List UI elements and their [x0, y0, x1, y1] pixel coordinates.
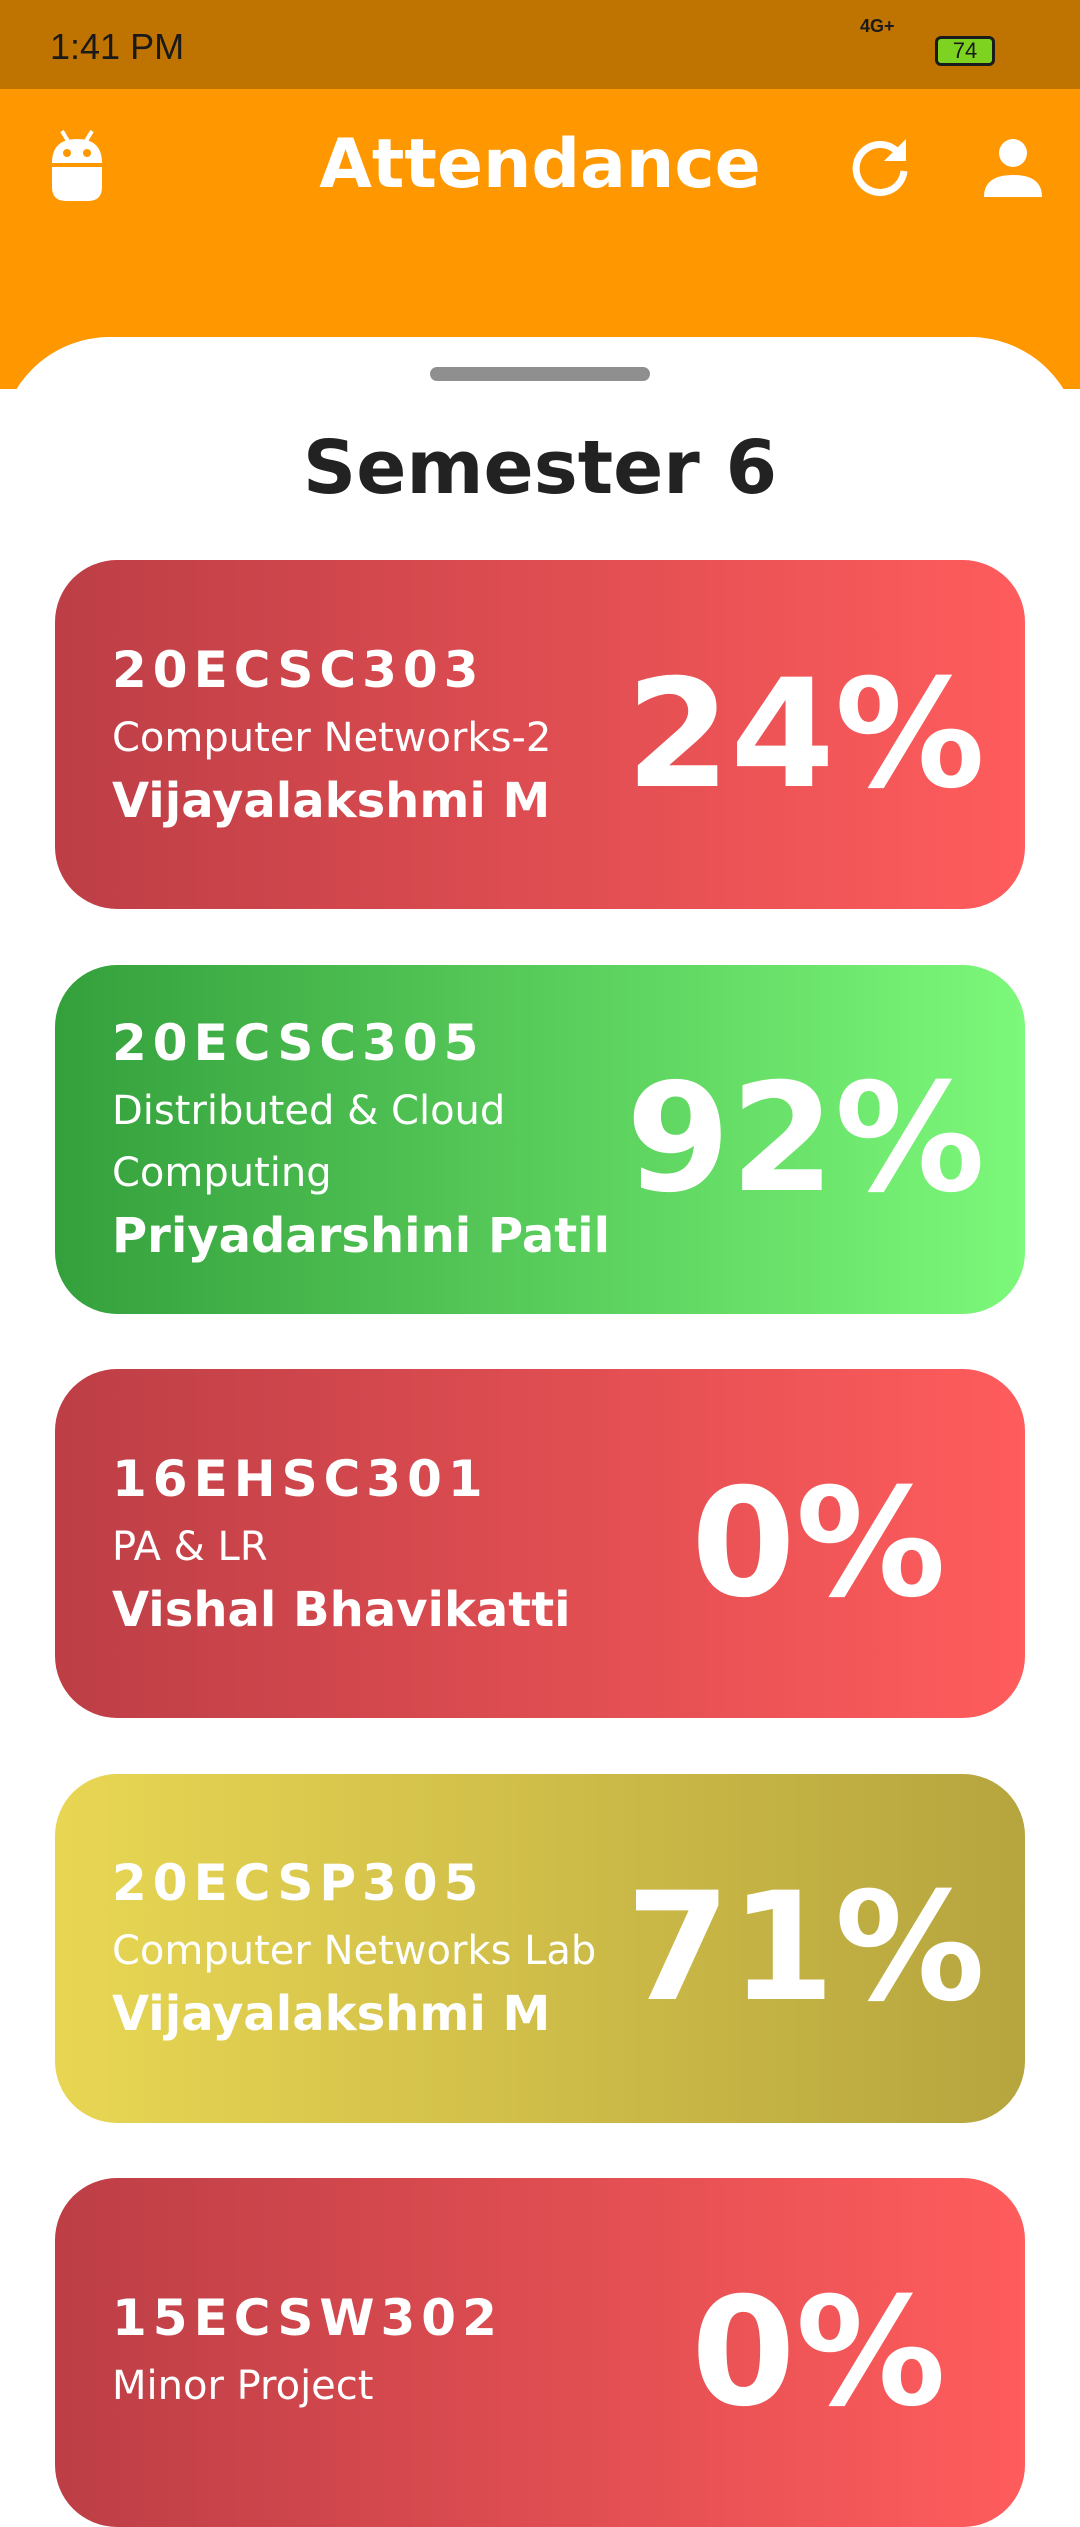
course-info: 15ECSW302 Minor Project [112, 2289, 652, 2417]
battery: 74 [935, 36, 995, 66]
faculty-name: Vishal Bhavikatti [112, 1581, 571, 1638]
course-name: Computer Networks-2 [112, 714, 552, 761]
semester-title: Semester 6 [302, 425, 778, 511]
clock: 1:41 PM [50, 26, 185, 67]
course-code: 20ECSC305 [112, 1014, 485, 1072]
course-info: 20ECSC305 Distributed & Cloud Computing Pr… [112, 1014, 626, 1264]
attendance-percent: 71% [625, 1861, 985, 2035]
network-type: 4G+ [860, 16, 895, 36]
course-code: 20ECSC303 [112, 640, 485, 699]
faculty-name: Priyadarshini Patil [112, 1208, 611, 1264]
course-info: 20ECSC303 Computer Networks-2 Vijayalakshm… [112, 641, 626, 829]
faculty-name: Vijayalakshmi M [112, 772, 551, 829]
drag-handle[interactable] [430, 367, 650, 381]
attendance-percent: 24% [625, 647, 985, 822]
profile-button[interactable] [982, 137, 1044, 199]
course-card[interactable]: 16EHSC301 PA & LR Vishal Bhavikatti 0% [55, 1369, 1025, 1718]
status-bar: 1:41 PM 4G+ 74 [0, 0, 1080, 89]
course-code: 20ECSP305 [112, 1854, 485, 1912]
attendance-percent: 0% [691, 1456, 946, 1631]
course-card[interactable]: 20ECSP305 Computer Networks Lab Vijayalaks… [55, 1773, 1025, 2123]
course-name: Distributed & Cloud Computing [112, 1088, 506, 1196]
course-card[interactable]: 20ECSC303 Computer Networks-2 Vijayalakshm… [55, 560, 1025, 909]
course-info: 16EHSC301 PA & LR Vishal Bhavikatti [112, 1450, 652, 1638]
attendance-percent: 0% [691, 2265, 946, 2440]
course-name: PA & LR [112, 1523, 268, 1570]
course-info: 20ECSP305 Computer Networks Lab Vijayalaks… [112, 1854, 626, 2042]
faculty-name: Vijayalakshmi M [112, 1986, 551, 2042]
course-card[interactable]: 15ECSW302 Minor Project 0% [55, 2178, 1025, 2527]
attendance-percent: 92% [625, 1052, 985, 1226]
course-name: Computer Networks Lab [112, 1928, 597, 1974]
app-title: Attendance [319, 125, 761, 204]
course-card[interactable]: 20ECSC305 Distributed & Cloud Computing Pr… [55, 964, 1025, 1314]
app-icon[interactable] [48, 127, 106, 203]
course-code: 16EHSC301 [112, 1449, 489, 1508]
course-code: 15ECSW302 [112, 2288, 503, 2347]
refresh-button[interactable] [850, 135, 912, 197]
course-name: Minor Project [112, 2362, 374, 2409]
